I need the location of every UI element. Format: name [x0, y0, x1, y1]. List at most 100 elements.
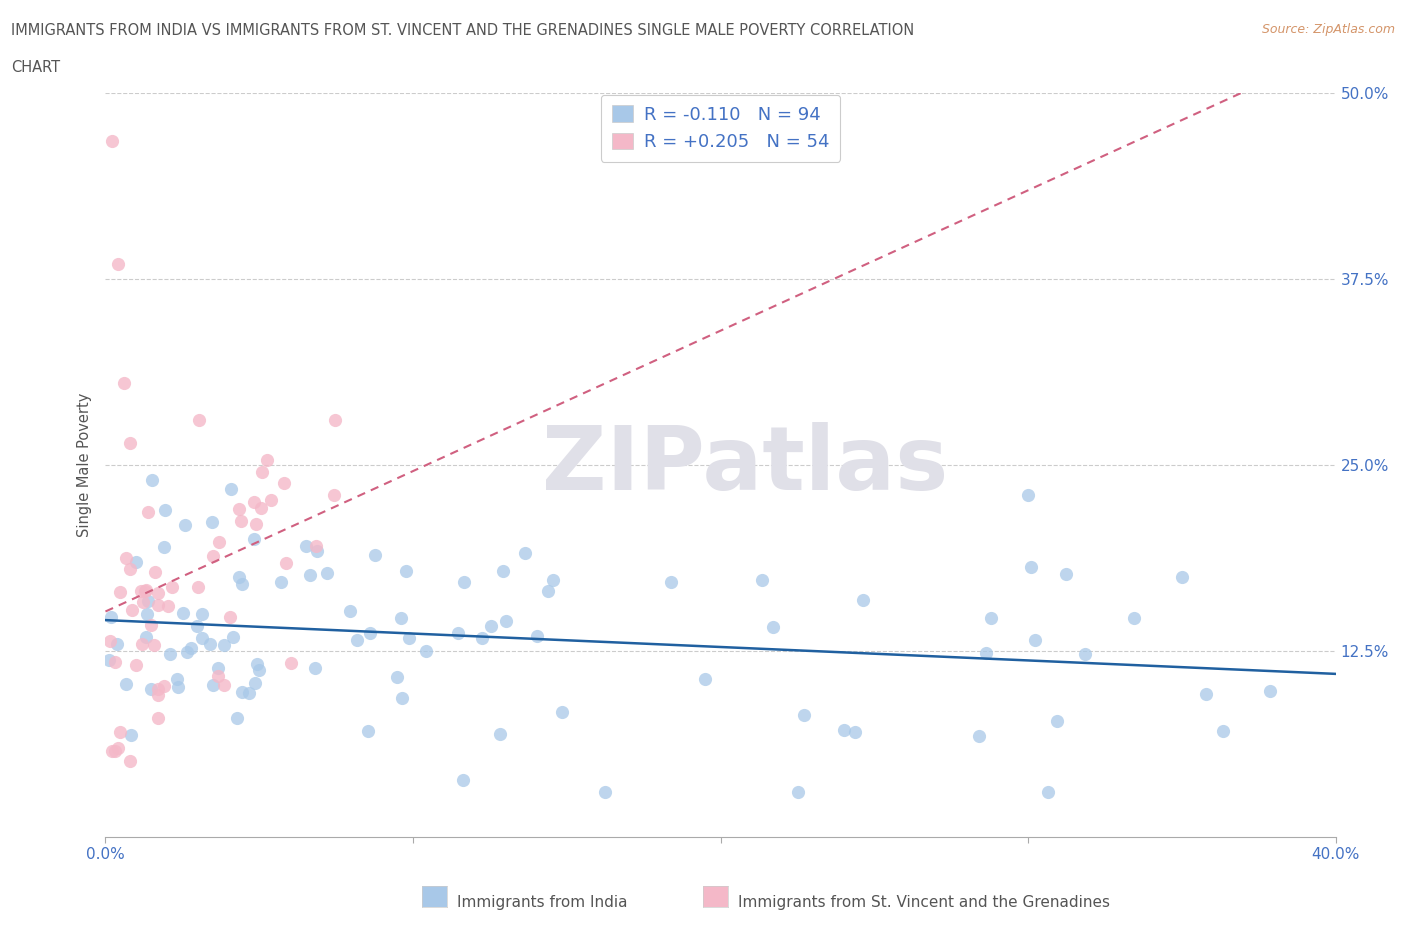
Point — [129, 584, 152, 599]
Text: Immigrants from India: Immigrants from India — [457, 895, 627, 910]
Point — [298, 567, 321, 582]
Point — [107, 740, 129, 755]
Point — [159, 647, 181, 662]
Point — [305, 539, 328, 554]
Point — [536, 583, 558, 598]
Point — [489, 726, 512, 741]
Point — [294, 538, 316, 553]
Point — [695, 671, 717, 686]
Point — [471, 631, 494, 645]
Point — [120, 753, 142, 768]
Point — [346, 632, 368, 647]
Point — [155, 502, 177, 517]
Point — [112, 376, 135, 391]
Point — [526, 628, 548, 643]
Point — [120, 727, 142, 742]
Point — [1122, 611, 1144, 626]
Point — [751, 572, 773, 587]
Point — [148, 681, 170, 696]
Point — [142, 638, 165, 653]
Point — [108, 584, 131, 599]
Point — [447, 625, 470, 640]
Point — [97, 653, 120, 668]
Point — [98, 633, 121, 648]
Point — [356, 724, 378, 738]
Point — [201, 515, 224, 530]
Point — [166, 671, 188, 686]
Point — [1024, 633, 1046, 648]
Point — [104, 655, 127, 670]
Point — [250, 500, 273, 515]
Point — [415, 644, 437, 658]
Point — [231, 577, 253, 591]
Point — [153, 679, 176, 694]
Point — [543, 572, 565, 587]
Point — [1195, 686, 1218, 701]
Point — [1212, 724, 1234, 738]
Point — [156, 598, 179, 613]
Point — [1074, 646, 1097, 661]
Point — [212, 678, 235, 693]
Point — [125, 554, 148, 569]
Point — [593, 785, 616, 800]
Point — [492, 564, 515, 578]
Point — [136, 593, 159, 608]
Point — [391, 690, 413, 705]
Point — [219, 482, 242, 497]
Point — [219, 609, 242, 624]
Point — [323, 413, 346, 428]
Point — [323, 487, 346, 502]
Legend: R = -0.110   N = 94, R = +0.205   N = 54: R = -0.110 N = 94, R = +0.205 N = 54 — [600, 95, 841, 162]
Point — [141, 472, 163, 487]
Point — [207, 669, 229, 684]
Point — [453, 575, 475, 590]
Point — [246, 657, 269, 671]
Point — [495, 614, 517, 629]
Point — [270, 575, 292, 590]
Point — [110, 724, 132, 739]
Point — [226, 711, 249, 725]
Point — [222, 630, 245, 644]
Point — [479, 618, 502, 633]
Point — [104, 743, 127, 758]
Point — [146, 711, 169, 725]
Point — [243, 532, 266, 547]
Point — [134, 584, 156, 599]
Text: CHART: CHART — [11, 60, 60, 75]
Point — [359, 625, 381, 640]
Point — [339, 604, 361, 618]
Point — [387, 670, 409, 684]
Point — [148, 586, 170, 601]
Point — [280, 656, 302, 671]
Point — [135, 583, 157, 598]
Point — [105, 636, 128, 651]
Point — [276, 556, 298, 571]
Point — [190, 607, 212, 622]
Point — [207, 660, 229, 675]
Point — [131, 594, 153, 609]
Point — [114, 551, 136, 565]
Point — [107, 257, 129, 272]
Point — [832, 723, 855, 737]
Point — [115, 677, 138, 692]
Point — [980, 610, 1002, 625]
Point — [307, 543, 329, 558]
Point — [100, 610, 122, 625]
Point — [315, 565, 337, 580]
Point — [190, 631, 212, 645]
Point — [247, 662, 270, 677]
Point — [398, 631, 420, 645]
Point — [187, 413, 209, 428]
Point — [198, 636, 221, 651]
Point — [174, 517, 197, 532]
Text: IMMIGRANTS FROM INDIA VS IMMIGRANTS FROM ST. VINCENT AND THE GRENADINES SINGLE M: IMMIGRANTS FROM INDIA VS IMMIGRANTS FROM… — [11, 23, 914, 38]
Point — [260, 493, 283, 508]
Point — [100, 743, 122, 758]
Point — [202, 549, 225, 564]
Point — [1021, 560, 1043, 575]
Point — [152, 539, 174, 554]
Point — [139, 618, 162, 632]
Point — [120, 435, 141, 450]
Point — [125, 658, 148, 673]
Point — [231, 514, 253, 529]
